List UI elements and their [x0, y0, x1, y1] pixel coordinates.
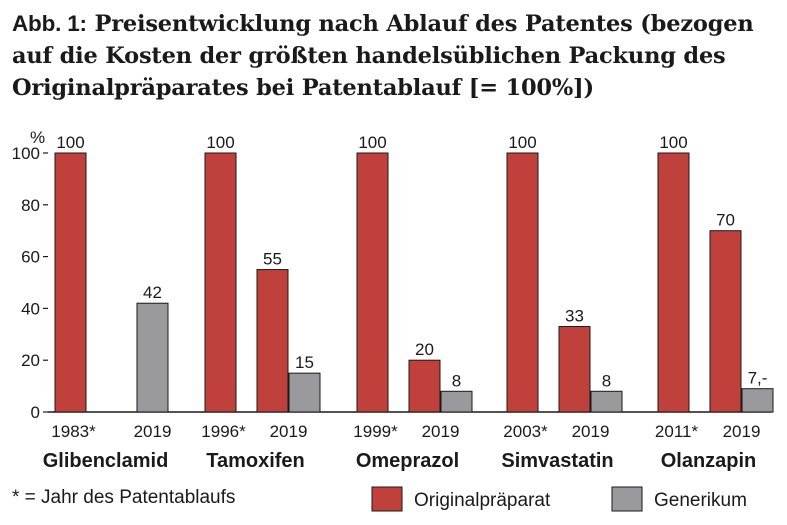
year-label: 2011*: [655, 422, 699, 441]
y-tick-label: 40: [21, 299, 40, 318]
year-label: 2019: [270, 422, 308, 441]
data-label: 8: [452, 371, 461, 390]
footnote: * = Jahr des Patentablaufs: [12, 487, 235, 508]
data-label: 20: [415, 340, 434, 359]
figure-caption: Preisentwicklung nach Ablauf des Patente…: [12, 11, 754, 101]
legend-label: Originalpräparat: [414, 490, 551, 511]
year-label: 2019: [422, 422, 460, 441]
bar-olanzapin-1: [709, 230, 742, 413]
bar-tamoxifen-1: [256, 269, 289, 413]
bar-tamoxifen-0: [204, 152, 237, 413]
y-tick-label: 100: [12, 144, 40, 163]
bar-olanzapin-0: [657, 152, 690, 413]
year-label: 1996*: [201, 422, 246, 441]
year-label: 1983*: [51, 422, 96, 441]
bar-omeprazol-0: [356, 152, 389, 413]
data-label: 8: [602, 371, 611, 390]
drug-name: Glibenclamid: [43, 450, 169, 472]
data-label: 7,-: [748, 369, 768, 388]
year-label: 1999*: [353, 422, 398, 441]
year-label: 2019: [134, 422, 172, 441]
data-label: 100: [206, 133, 234, 152]
legend-label: Generikum: [654, 490, 747, 511]
figure-number: Abb. 1:: [12, 11, 87, 36]
bar-omeprazol-2: [440, 390, 473, 413]
legend-swatch: [371, 486, 403, 512]
bar-tamoxifen-2: [288, 372, 321, 413]
bar-glibenclamid-0: [54, 152, 87, 413]
data-label: 42: [143, 283, 162, 302]
y-tick-label: 80: [21, 196, 40, 215]
data-label: 100: [358, 133, 386, 152]
drug-name: Omeprazol: [356, 450, 459, 472]
bar-glibenclamid-1: [136, 302, 169, 413]
drug-name: Olanzapin: [661, 450, 757, 472]
data-label: 15: [295, 353, 314, 372]
drug-name: Simvastatin: [501, 450, 613, 472]
bar-omeprazol-1: [408, 359, 441, 413]
bar-simvastatin-2: [590, 390, 623, 413]
year-label: 2019: [723, 422, 761, 441]
data-label: 70: [716, 211, 735, 230]
bar-simvastatin-1: [558, 326, 591, 413]
bar-simvastatin-0: [506, 152, 539, 413]
y-axis-unit: %: [30, 128, 45, 147]
data-label: 55: [263, 250, 282, 269]
data-label: 100: [508, 133, 536, 152]
y-tick-label: 20: [21, 351, 40, 370]
data-label: 100: [659, 133, 687, 152]
year-label: 2019: [572, 422, 610, 441]
y-tick-label: 0: [31, 403, 40, 422]
y-tick-label: 60: [21, 248, 40, 267]
data-label: 33: [565, 307, 584, 326]
year-label: 2003*: [503, 422, 548, 441]
legend-swatch: [611, 486, 643, 512]
drug-name: Tamoxifen: [206, 450, 305, 472]
chart-title: Abb. 1: Preisentwicklung nach Ablauf des…: [12, 8, 782, 104]
data-label: 100: [56, 133, 84, 152]
bar-olanzapin-2: [741, 388, 774, 413]
